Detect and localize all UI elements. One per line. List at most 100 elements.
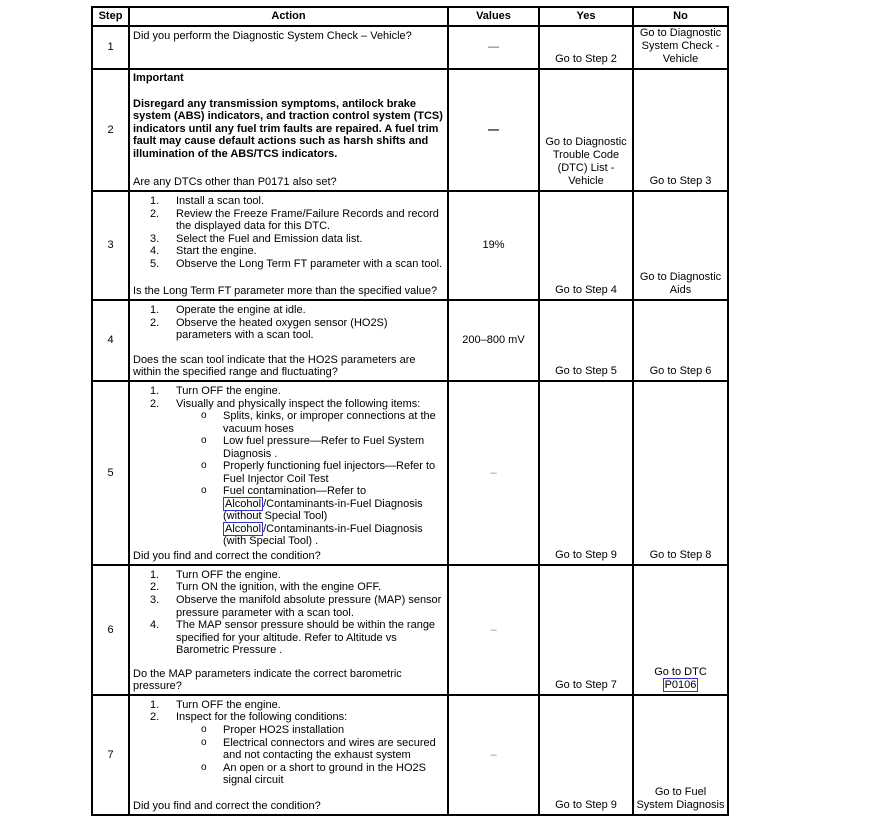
list-item-text: Select the Fuel and Emission data list.	[176, 232, 363, 245]
list-item-text: Review the Freeze Frame/Failure Records …	[176, 207, 439, 233]
no-cell: Go to Diagnostic System Check - Vehicle	[632, 25, 729, 70]
yes-cell: Go to Step 5	[538, 299, 634, 382]
values-dash: —	[488, 41, 499, 54]
action-cell: Turn OFF the engine. Turn ON the ignitio…	[128, 563, 449, 696]
action-question: Does the scan tool indicate that the HO2…	[133, 353, 416, 379]
list-item-text: Turn OFF the engine.	[176, 385, 281, 397]
bullet-item: Proper HO2S installation	[201, 724, 443, 737]
values-cell: 19%	[447, 190, 540, 301]
diagnostic-table-wrap: Step Action Values Yes No 1 Did you perf…	[91, 6, 729, 816]
important-heading: Important	[133, 72, 184, 84]
list-item-text: Turn OFF the engine.	[176, 568, 281, 581]
list-item-text: Observe the manifold absolute pressure (…	[176, 593, 442, 619]
dtc-diagnostic-table: Step Action Values Yes No 1 Did you perf…	[91, 6, 729, 816]
bullet-item: Splits, kinks, or improper connections a…	[201, 410, 443, 435]
numbered-steps: Turn OFF the engine. Turn ON the ignitio…	[133, 569, 443, 657]
sub-bullets: Splits, kinks, or improper connections a…	[133, 410, 443, 548]
p0106-link[interactable]: P0106	[662, 677, 699, 692]
step-cell: 5	[91, 380, 130, 566]
table-row: 3 Install a scan tool. Review the Freeze…	[91, 190, 729, 301]
values-cell: —	[447, 68, 540, 192]
step-cell: 3	[91, 190, 130, 301]
action-question: Did you perform the Diagnostic System Ch…	[133, 30, 412, 42]
values-cell: –	[447, 693, 540, 816]
list-item-text: Inspect for the following conditions:	[176, 711, 348, 724]
important-notice: Disregard any transmission symptoms, ant…	[133, 97, 443, 160]
yes-cell: Go to Diagnostic Trouble Code (DTC) List…	[538, 68, 634, 192]
values-dash: –	[490, 466, 497, 479]
action-question: Are any DTCs other than P0171 also set?	[133, 176, 337, 189]
bullet-item: Fuel contamination—Refer to Alcohol/Cont…	[201, 485, 443, 548]
action-question: Is the Long Term FT parameter more than …	[133, 285, 438, 298]
bullet-text: Low fuel pressure—Refer to Fuel System D…	[223, 435, 425, 460]
header-action: Action	[128, 6, 449, 27]
header-row: Step Action Values Yes No	[91, 6, 729, 27]
action-question: Did you find and correct the condition?	[133, 800, 321, 813]
values-cell: –	[447, 563, 540, 696]
list-item-text: Start the engine.	[176, 245, 257, 258]
action-cell: Operate the engine at idle. Observe the …	[128, 299, 449, 382]
list-item-text: The MAP sensor pressure should be within…	[176, 619, 436, 657]
list-item: Turn OFF the engine.	[150, 385, 443, 398]
bullet-text: Splits, kinks, or improper connections a…	[223, 410, 436, 435]
values-cell: —	[447, 25, 540, 70]
values-dash: –	[490, 748, 497, 761]
yes-cell: Go to Step 7	[538, 563, 634, 696]
numbered-steps: Install a scan tool. Review the Freeze F…	[133, 195, 443, 270]
yes-cell: Go to Step 9	[538, 380, 634, 566]
step-cell: 7	[91, 693, 130, 816]
list-item: Inspect for the following conditions:	[150, 711, 443, 724]
list-item-text: Install a scan tool.	[176, 195, 265, 207]
action-question: Do the MAP parameters indicate the corre…	[133, 667, 402, 693]
header-no: No	[632, 6, 729, 27]
no-cell: Go to Fuel System Diagnosis	[632, 693, 729, 816]
table-row: 7 Turn OFF the engine. Inspect for the f…	[91, 693, 729, 816]
bullet-text: Proper HO2S installation	[223, 723, 345, 736]
numbered-steps: Operate the engine at idle. Observe the …	[133, 304, 443, 342]
contamination-suffix: /Contaminants-in-Fuel Diagnosis (with Sp…	[223, 522, 423, 548]
contamination-prefix: Fuel contamination—Refer to	[223, 485, 367, 498]
step-cell: 1	[91, 25, 130, 70]
values-dash: —	[488, 123, 499, 136]
list-item: The MAP sensor pressure should be within…	[150, 619, 443, 657]
alcohol-link[interactable]: Alcohol	[223, 496, 264, 511]
bullet-item: Electrical connectors and wires are secu…	[201, 737, 443, 762]
bullet-text: An open or a short to ground in the HO2S…	[223, 761, 427, 787]
header-yes: Yes	[538, 6, 634, 27]
list-item: Observe the Long Term FT parameter with …	[150, 258, 443, 271]
list-item: Observe the manifold absolute pressure (…	[150, 594, 443, 619]
list-item: Review the Freeze Frame/Failure Records …	[150, 208, 443, 233]
list-item: Turn ON the ignition, with the engine OF…	[150, 581, 443, 594]
yes-cell: Go to Step 2	[538, 25, 634, 70]
no-cell: Go to Step 6	[632, 299, 729, 382]
bullet-item: Low fuel pressure—Refer to Fuel System D…	[201, 435, 443, 460]
values-cell: –	[447, 380, 540, 566]
contamination-middle: /Contaminants-in-Fuel Diagnosis (without…	[223, 497, 423, 523]
step-cell: 4	[91, 299, 130, 382]
action-cell: Install a scan tool. Review the Freeze F…	[128, 190, 449, 301]
list-item-text: Visually and physically inspect the foll…	[176, 397, 421, 410]
action-cell: Important Disregard any transmission sym…	[128, 68, 449, 192]
sub-bullets: Proper HO2S installation Electrical conn…	[133, 724, 443, 787]
no-cell: Go to Step 3	[632, 68, 729, 192]
yes-cell: Go to Step 9	[538, 693, 634, 816]
table-row: 1 Did you perform the Diagnostic System …	[91, 25, 729, 70]
action-question: Did you find and correct the condition?	[133, 550, 321, 563]
list-item: Turn OFF the engine.	[150, 569, 443, 582]
action-cell: Turn OFF the engine. Inspect for the fol…	[128, 693, 449, 816]
values-cell: 200–800 mV	[447, 299, 540, 382]
list-item: Observe the heated oxygen sensor (HO2S) …	[150, 317, 443, 342]
numbered-steps: Turn OFF the engine. Visually and physic…	[133, 385, 443, 410]
bullet-text: Properly functioning fuel injectors—Refe…	[223, 460, 436, 485]
bullet-text: Electrical connectors and wires are secu…	[223, 736, 436, 762]
list-item: Visually and physically inspect the foll…	[150, 398, 443, 411]
step-cell: 2	[91, 68, 130, 192]
bullet-item: An open or a short to ground in the HO2S…	[201, 762, 443, 787]
list-item-text: Turn ON the ignition, with the engine OF…	[176, 581, 382, 594]
table-row: 6 Turn OFF the engine. Turn ON the ignit…	[91, 563, 729, 696]
numbered-steps: Turn OFF the engine. Inspect for the fol…	[133, 699, 443, 724]
table-row: 5 Turn OFF the engine. Visually and phys…	[91, 380, 729, 566]
action-cell: Turn OFF the engine. Visually and physic…	[128, 380, 449, 566]
header-step: Step	[91, 6, 130, 27]
alcohol-link[interactable]: Alcohol	[223, 521, 264, 536]
